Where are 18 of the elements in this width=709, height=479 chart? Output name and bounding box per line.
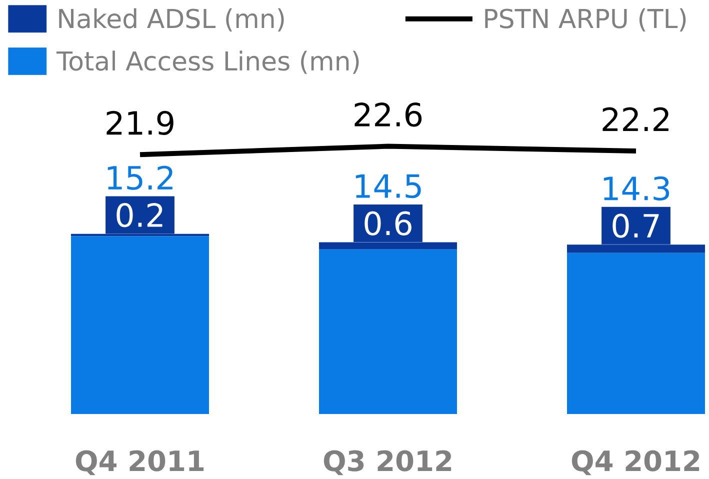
- legend-label: PSTN ARPU (TL): [485, 8, 686, 32]
- legend-label: Naked ADSL (mn): [59, 8, 284, 32]
- x-tick-label: Q4 2011: [76, 450, 204, 476]
- bar: [319, 249, 458, 414]
- total-label: 15.2: [108, 166, 172, 190]
- bar: [567, 252, 706, 414]
- data-label: 0.7: [612, 214, 659, 238]
- data-label: 0.2: [116, 202, 162, 228]
- x-tick-label: Q3 2012: [324, 450, 452, 476]
- total-label: 14.5: [356, 174, 421, 198]
- data-label: 21.9: [106, 110, 174, 136]
- data-label: 22.6: [354, 102, 422, 127]
- x-tick-label: Q4 2012: [572, 450, 700, 476]
- legend-label: Total Access Lines (mn): [56, 50, 359, 74]
- data-label: 0.6: [364, 211, 412, 236]
- data-label: 22.2: [602, 107, 668, 132]
- bar: [71, 236, 210, 414]
- total-label: 14.3: [604, 176, 670, 201]
